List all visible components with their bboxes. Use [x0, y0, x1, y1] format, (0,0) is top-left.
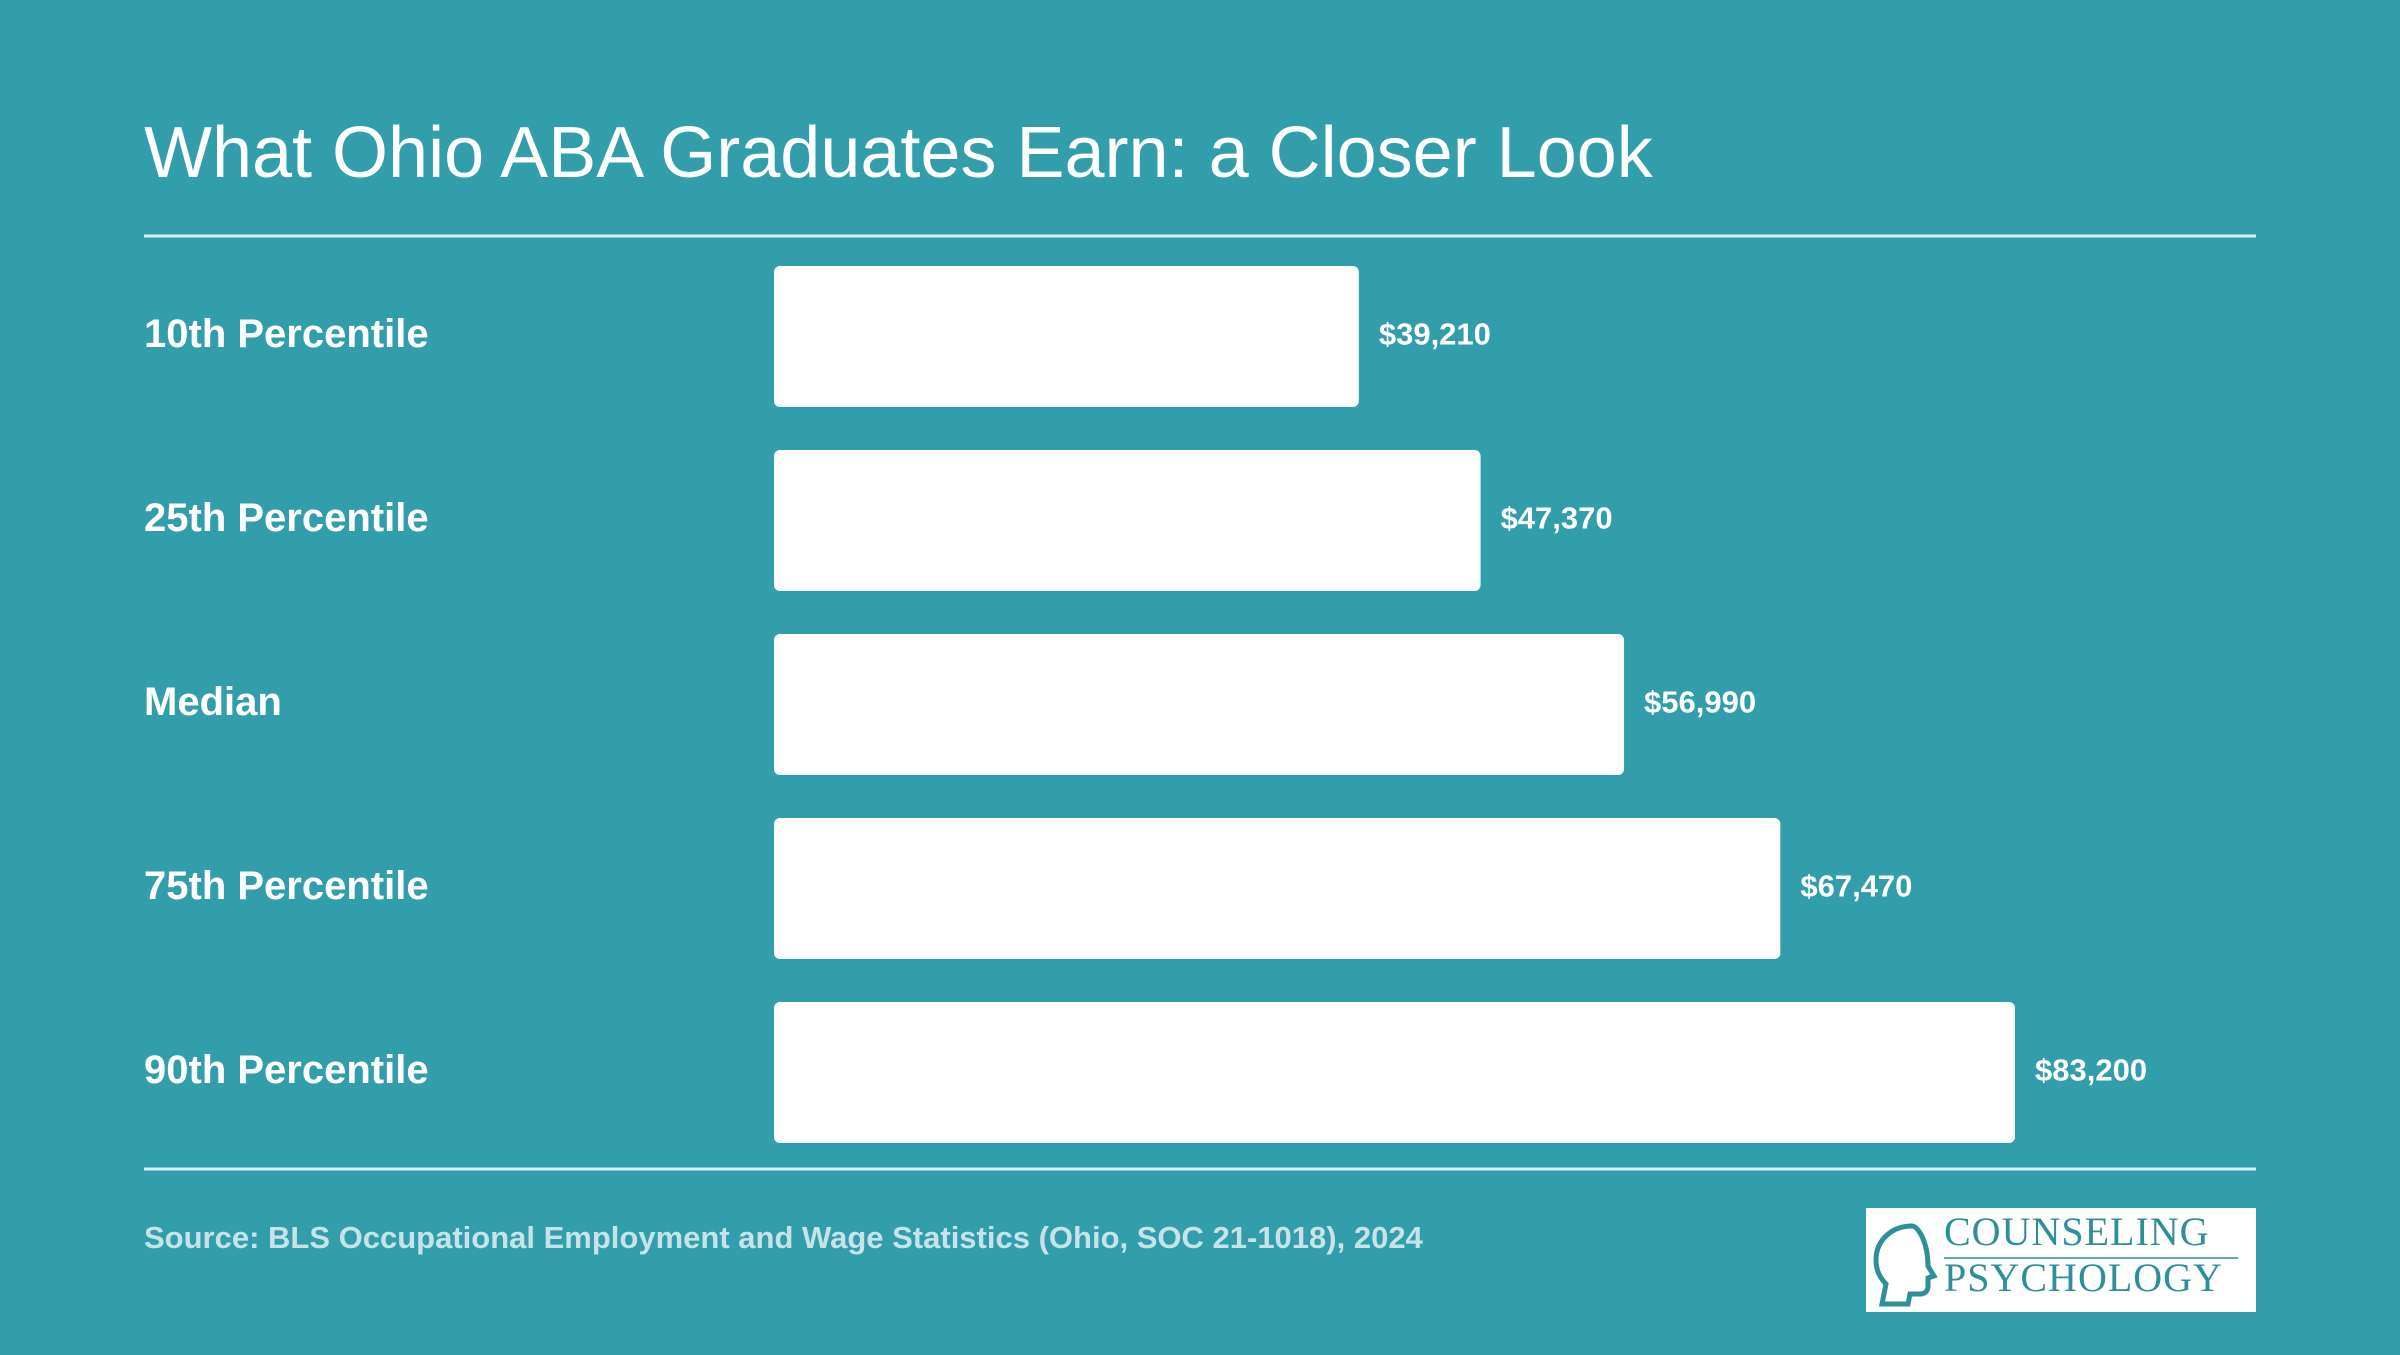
value-label: $39,210 — [1379, 317, 1491, 352]
bar — [774, 818, 1781, 959]
logo-line: COUNSELING — [1944, 1209, 2210, 1254]
category-label: 90th Percentile — [144, 1048, 429, 1092]
category-label: 75th Percentile — [144, 864, 429, 908]
bar — [774, 266, 1359, 407]
value-label: $56,990 — [1644, 685, 1756, 720]
category-label: Median — [144, 680, 282, 724]
category-label: 25th Percentile — [144, 496, 429, 540]
category-label: 10th Percentile — [144, 312, 429, 356]
bar — [774, 634, 1625, 775]
chart-title: What Ohio ABA Graduates Earn: a Closer L… — [144, 113, 1654, 193]
value-label: $67,470 — [1800, 869, 1912, 904]
logo: COUNSELING PSYCHOLOGY — [1866, 1208, 2256, 1312]
logo-line: PSYCHOLOGY — [1944, 1255, 2223, 1300]
bar — [774, 450, 1481, 591]
bar — [774, 1002, 2015, 1143]
plot-area: 10th Percentile $39,210 25th Percentile $47… — [144, 266, 2147, 1143]
logo-box — [1866, 1208, 2256, 1312]
value-label: $83,200 — [2035, 1053, 2147, 1088]
value-label: $47,370 — [1501, 501, 1613, 536]
source-note: Source: BLS Occupational Employment and … — [144, 1220, 1424, 1255]
logo-icon — [1873, 1223, 1938, 1307]
